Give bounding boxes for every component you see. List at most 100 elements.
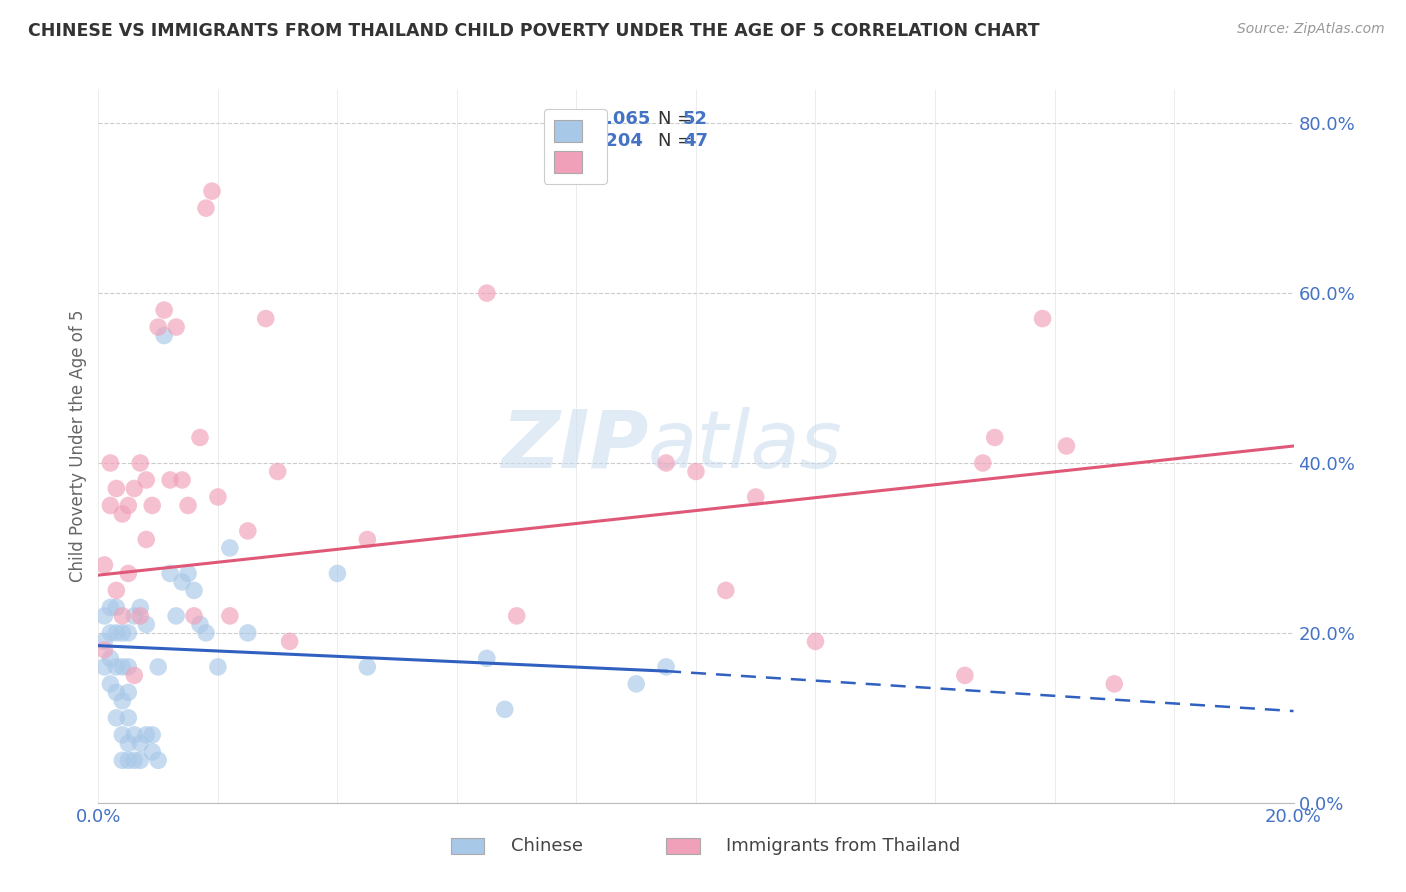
Point [177, 566, 200, 581]
Point [148, 320, 170, 334]
Point [111, 660, 134, 674]
Point [153, 303, 176, 318]
Point [135, 617, 157, 632]
Point [984, 430, 1007, 444]
Point [356, 660, 378, 674]
Point [105, 600, 128, 615]
Point [475, 286, 498, 301]
Point [98, 651, 122, 665]
Point [172, 473, 194, 487]
Point [117, 499, 139, 513]
Point [117, 626, 139, 640]
Point [117, 685, 139, 699]
Point [117, 660, 139, 674]
Point [124, 608, 146, 623]
Text: Chinese: Chinese [510, 837, 582, 855]
Point [98, 499, 122, 513]
Point [714, 583, 737, 598]
Legend: , : , [544, 109, 607, 184]
Point [219, 608, 242, 623]
Text: 0.204: 0.204 [586, 132, 643, 150]
Point [159, 473, 181, 487]
Point [117, 566, 139, 581]
Point [1032, 311, 1054, 326]
Point [201, 184, 224, 198]
Point [105, 711, 128, 725]
Point [135, 728, 157, 742]
Point [117, 711, 139, 725]
Point [153, 328, 176, 343]
Point [129, 753, 152, 767]
Point [129, 456, 152, 470]
Point [655, 660, 678, 674]
Point [105, 685, 128, 699]
Point [141, 728, 163, 742]
Point [141, 499, 163, 513]
Point [124, 482, 146, 496]
Point [236, 626, 259, 640]
Text: CHINESE VS IMMIGRANTS FROM THAILAND CHILD POVERTY UNDER THE AGE OF 5 CORRELATION: CHINESE VS IMMIGRANTS FROM THAILAND CHIL… [28, 22, 1040, 40]
Point [183, 583, 205, 598]
Point [105, 583, 128, 598]
Point [1104, 677, 1126, 691]
Text: 52: 52 [683, 111, 707, 128]
Point [236, 524, 259, 538]
Point [124, 753, 146, 767]
Point [111, 753, 134, 767]
Text: N =: N = [658, 111, 697, 128]
Point [267, 465, 290, 479]
Point [148, 660, 170, 674]
Point [105, 660, 128, 674]
Text: 47: 47 [683, 132, 707, 150]
Point [685, 465, 707, 479]
Point [93, 643, 115, 657]
Point [98, 626, 122, 640]
Point [124, 728, 146, 742]
Point [177, 499, 200, 513]
Point [953, 668, 976, 682]
Point [188, 430, 211, 444]
Point [254, 311, 277, 326]
Point [326, 566, 349, 581]
Point [165, 608, 187, 623]
Point [135, 533, 157, 547]
Point [1056, 439, 1078, 453]
Point [93, 608, 115, 623]
Point [98, 456, 122, 470]
Point [626, 677, 648, 691]
Point [188, 617, 211, 632]
Point [278, 634, 301, 648]
Point [148, 753, 170, 767]
Text: R =: R = [558, 132, 603, 150]
Text: ZIP: ZIP [501, 407, 648, 485]
Point [356, 533, 378, 547]
FancyBboxPatch shape [666, 838, 700, 855]
Point [219, 541, 242, 555]
Point [165, 320, 187, 334]
Point [506, 608, 529, 623]
Point [475, 651, 498, 665]
Text: Immigrants from Thailand: Immigrants from Thailand [725, 837, 960, 855]
Point [105, 482, 128, 496]
Point [207, 660, 229, 674]
Point [111, 507, 134, 521]
Point [111, 608, 134, 623]
Point [129, 736, 152, 750]
Point [207, 490, 229, 504]
Point [111, 626, 134, 640]
Point [129, 600, 152, 615]
Point [745, 490, 768, 504]
Point [111, 694, 134, 708]
Text: -0.065: -0.065 [586, 111, 651, 128]
Point [159, 566, 181, 581]
Point [183, 608, 205, 623]
Point [124, 668, 146, 682]
Point [105, 626, 128, 640]
Text: Source: ZipAtlas.com: Source: ZipAtlas.com [1237, 22, 1385, 37]
Point [117, 753, 139, 767]
Point [129, 608, 152, 623]
Point [111, 728, 134, 742]
FancyBboxPatch shape [451, 838, 485, 855]
Point [141, 745, 163, 759]
Point [93, 634, 115, 648]
